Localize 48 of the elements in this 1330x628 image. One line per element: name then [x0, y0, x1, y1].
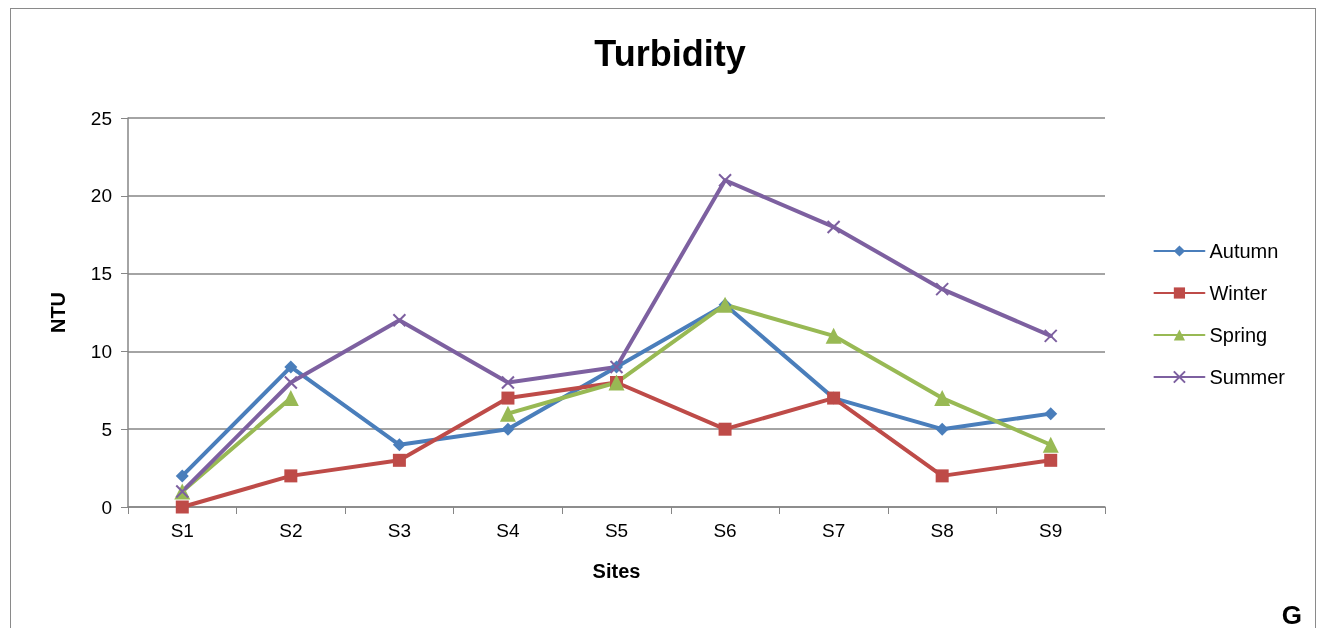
- point: [1044, 407, 1058, 421]
- point: [175, 500, 189, 514]
- point: [175, 469, 189, 483]
- legend-label: Winter: [1209, 282, 1268, 304]
- x-tick-label: S6: [713, 520, 737, 541]
- y-tick-label: 5: [101, 418, 112, 440]
- legend-label: Spring: [1209, 324, 1268, 346]
- y-tick-label: 0: [101, 496, 112, 518]
- x-tick-label: S4: [496, 520, 520, 541]
- x-tick-label: S5: [604, 520, 629, 541]
- point: [282, 390, 299, 407]
- point: [392, 313, 407, 328]
- y-tick-label: 20: [90, 185, 112, 207]
- point: [283, 375, 298, 390]
- legend-label: Autumn: [1209, 240, 1279, 262]
- point: [826, 219, 841, 234]
- point: [718, 173, 733, 188]
- x-tick-label: S3: [387, 520, 412, 541]
- legend-label: Summer: [1209, 366, 1286, 388]
- y-axis-title: NTU: [47, 291, 69, 334]
- x-tick-label: S7: [821, 520, 846, 541]
- point: [501, 422, 515, 436]
- point: [500, 375, 515, 390]
- point: [935, 469, 949, 483]
- point: [718, 422, 732, 436]
- point: [1044, 453, 1058, 467]
- x-tick-label: S1: [170, 520, 194, 541]
- x-tick-label: S8: [930, 520, 954, 541]
- point: [935, 422, 949, 436]
- x-tick-label: S9: [1039, 520, 1063, 541]
- point: [825, 327, 842, 344]
- y-tick-label: 15: [90, 263, 112, 285]
- point: [1043, 328, 1058, 343]
- y-tick-label: 25: [90, 107, 112, 129]
- point: [935, 282, 950, 297]
- point: [284, 360, 298, 374]
- x-tick-label: S2: [279, 520, 303, 541]
- point: [392, 438, 406, 452]
- point: [934, 390, 951, 407]
- point: [284, 469, 298, 483]
- point: [499, 405, 516, 422]
- point: [1042, 436, 1059, 453]
- point: [392, 453, 406, 467]
- x-axis-title: Sites: [592, 560, 641, 582]
- chart-title: Turbidity: [594, 32, 746, 74]
- point: [501, 391, 515, 405]
- y-tick-label: 10: [90, 340, 112, 362]
- text: G: [1281, 600, 1303, 628]
